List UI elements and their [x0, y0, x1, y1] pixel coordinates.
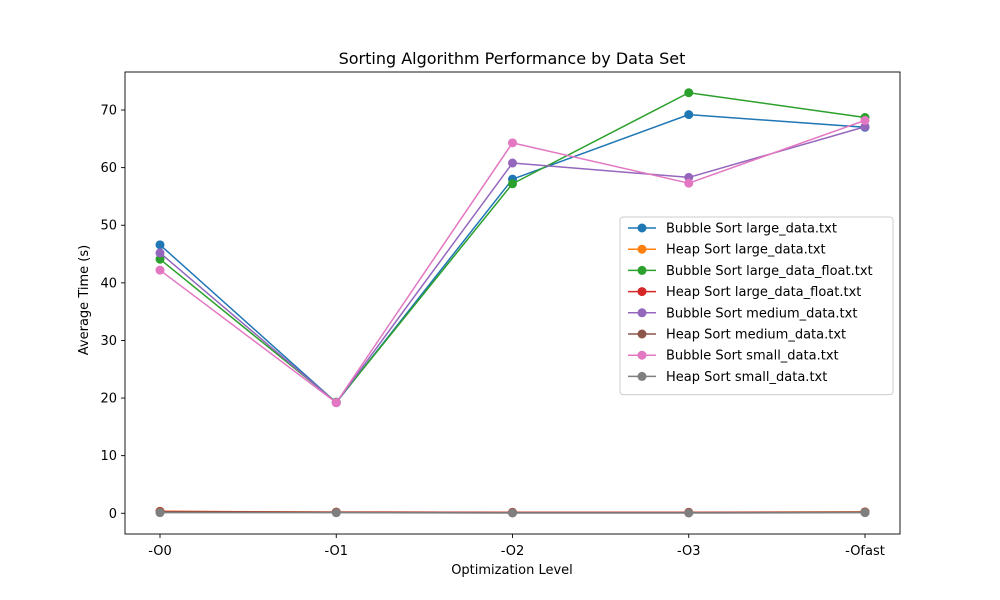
data-point [508, 138, 517, 148]
legend-item: Bubble Sort medium_data.txt [628, 306, 857, 321]
x-tick-label: -O3 [677, 544, 701, 559]
legend-marker [637, 308, 647, 318]
legend-box [619, 216, 894, 396]
plot-area: -O0 -O1 -O2 -O3 -Ofast 0 10 20 30 40 50 60 70 [100, 71, 901, 559]
data-point [155, 240, 165, 250]
data-point [155, 265, 165, 275]
legend-label: Bubble Sort medium_data.txt [666, 306, 857, 321]
x-tick-label: -O2 [501, 544, 525, 559]
legend-marker [637, 265, 647, 275]
data-point [684, 508, 694, 518]
x-tick-label: -O1 [324, 544, 348, 559]
data-point [508, 158, 517, 168]
data-point [331, 508, 341, 518]
data-point [860, 122, 870, 132]
legend-marker [637, 329, 647, 339]
legend-marker [637, 371, 647, 381]
legend: Bubble Sort large_data.txt Heap Sort larg… [619, 216, 894, 396]
legend-label: Bubble Sort small_data.txt [666, 349, 839, 364]
legend-marker [637, 287, 647, 297]
legend-item: Bubble Sort small_data.txt [628, 349, 839, 364]
data-point [860, 115, 870, 125]
legend-item: Heap Sort large_data_float.txt [628, 285, 861, 300]
y-tick-label: 0 [109, 507, 117, 522]
legend-label: Bubble Sort large_data_float.txt [666, 264, 873, 279]
legend-label: Heap Sort large_data.txt [666, 243, 826, 258]
legend-label: Heap Sort small_data.txt [666, 370, 827, 385]
legend-item: Heap Sort small_data.txt [628, 370, 827, 385]
y-tick-label: 20 [100, 392, 117, 407]
data-point [684, 88, 694, 98]
series-7 [155, 508, 870, 518]
y-tick-label: 50 [100, 219, 117, 234]
data-point [155, 248, 165, 258]
x-axis-label: Optimization Level [451, 563, 573, 578]
data-point [860, 508, 870, 518]
data-point [684, 110, 694, 120]
legend-label: Heap Sort large_data_float.txt [666, 285, 861, 300]
legend-item: Heap Sort large_data.txt [628, 243, 826, 258]
legend-item: Heap Sort medium_data.txt [628, 328, 846, 343]
x-tick-label: -Ofast [845, 544, 885, 559]
data-point [155, 254, 165, 264]
legend-item: Bubble Sort large_data_float.txt [628, 264, 873, 279]
y-tick-label: 30 [100, 334, 117, 349]
data-point [508, 508, 517, 518]
data-point [684, 178, 694, 188]
legend-marker [637, 244, 647, 254]
series-6 [155, 115, 870, 408]
y-axis-label: Average Time (s) [77, 245, 92, 355]
y-tick-label: 10 [100, 449, 117, 464]
legend-marker [637, 223, 647, 233]
legend-label: Bubble Sort large_data.txt [666, 222, 837, 237]
y-tick-label: 60 [100, 161, 117, 176]
legend-marker [637, 350, 647, 360]
y-tick-label: 40 [100, 276, 117, 291]
y-tick-label: 70 [100, 104, 117, 119]
x-tick-label: -O0 [148, 544, 172, 559]
legend-item: Bubble Sort large_data.txt [628, 222, 837, 237]
chart-title: Sorting Algorithm Performance by Data Se… [339, 49, 686, 68]
data-point [155, 508, 165, 518]
data-point [331, 398, 341, 408]
data-point [508, 179, 517, 189]
legend-label: Heap Sort medium_data.txt [666, 328, 846, 343]
